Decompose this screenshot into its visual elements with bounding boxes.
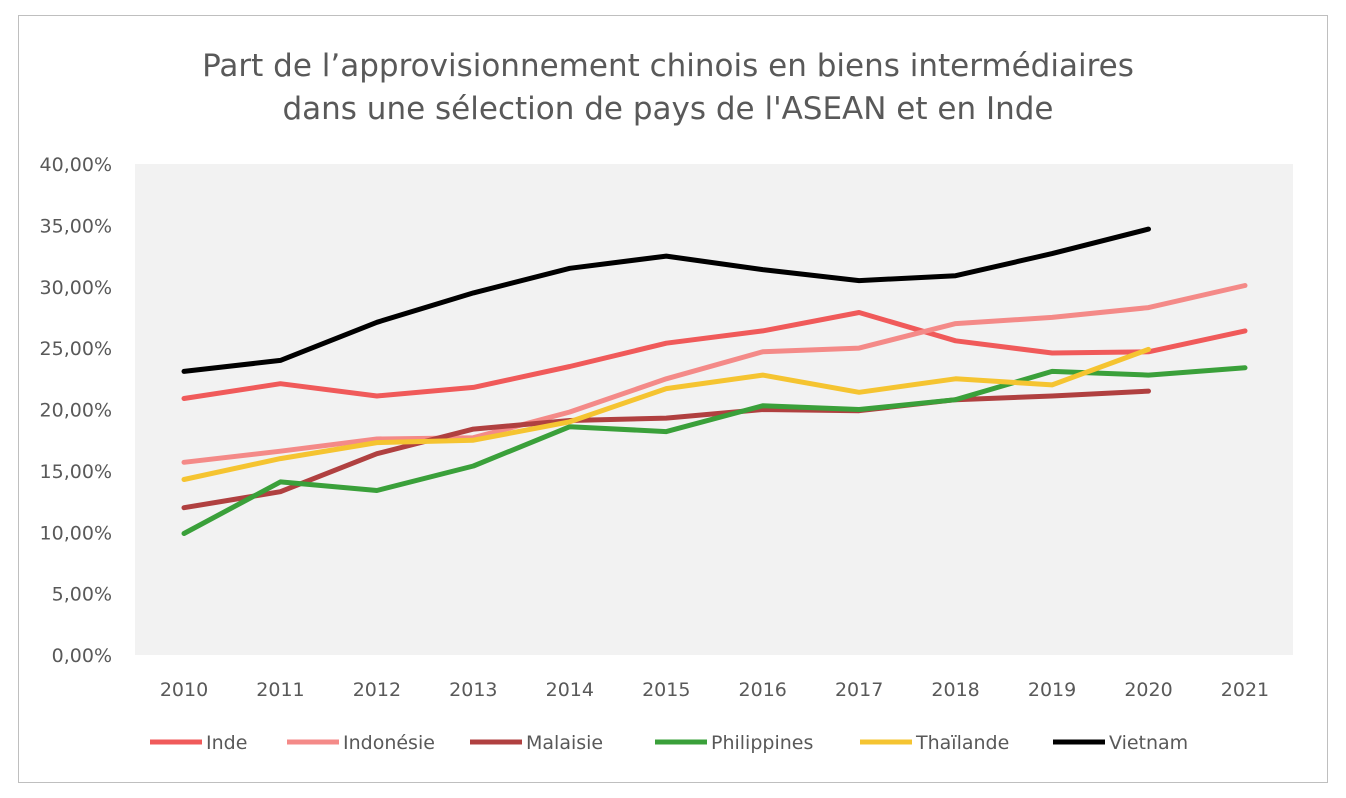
series-line-inde: [181, 310, 1248, 401]
plot-area: [135, 164, 1293, 655]
x-tick-label: 2012: [353, 679, 401, 701]
legend-item: Indonésie: [287, 732, 435, 754]
x-tick-label: 2018: [931, 679, 979, 701]
legend-item: Philippines: [655, 732, 813, 754]
x-tick-label: 2013: [449, 679, 497, 701]
y-tick-label: 25,00%: [40, 338, 112, 360]
chart-title-line-1: Part de l’approvisionnement chinois en b…: [202, 48, 1134, 84]
chart-title-line-2: dans une sélection de pays de l'ASEAN et…: [282, 91, 1053, 127]
x-tick-label: 2016: [739, 679, 787, 701]
x-tick-label: 2021: [1221, 679, 1269, 701]
y-tick-label: 10,00%: [40, 522, 112, 544]
legend-label: Thaïlande: [915, 732, 1009, 754]
legend-item: Inde: [150, 732, 247, 754]
y-tick-label: 35,00%: [40, 215, 112, 237]
series-line-malaisie: [181, 388, 1151, 511]
y-tick-label: 20,00%: [40, 400, 112, 422]
legend-item: Vietnam: [1053, 732, 1188, 754]
legend-label: Inde: [206, 732, 247, 754]
x-tick-label: 2014: [546, 679, 594, 701]
y-tick-label: 5,00%: [52, 584, 112, 606]
y-tick-label: 15,00%: [40, 461, 112, 483]
x-tick-label: 2020: [1124, 679, 1172, 701]
legend-label: Malaisie: [526, 732, 603, 754]
y-tick-label: 40,00%: [40, 154, 112, 176]
chart-frame: [18, 15, 1328, 783]
y-tick-label: 30,00%: [40, 277, 112, 299]
x-tick-label: 2015: [642, 679, 690, 701]
x-tick-label: 2010: [160, 679, 208, 701]
x-tick-label: 2011: [256, 679, 304, 701]
series-line-indonésie: [181, 283, 1248, 465]
legend-label: Philippines: [711, 732, 813, 754]
y-tick-label: 0,00%: [52, 645, 112, 667]
series-line-philippines: [181, 365, 1248, 536]
x-tick-label: 2019: [1028, 679, 1076, 701]
series-line-vietnam: [181, 226, 1151, 374]
legend-item: Malaisie: [470, 732, 603, 754]
legend-item: Thaïlande: [860, 732, 1009, 754]
series-line-thaïlande: [181, 346, 1151, 482]
legend-label: Indonésie: [343, 732, 435, 754]
legend-label: Vietnam: [1109, 732, 1188, 754]
x-tick-label: 2017: [835, 679, 883, 701]
